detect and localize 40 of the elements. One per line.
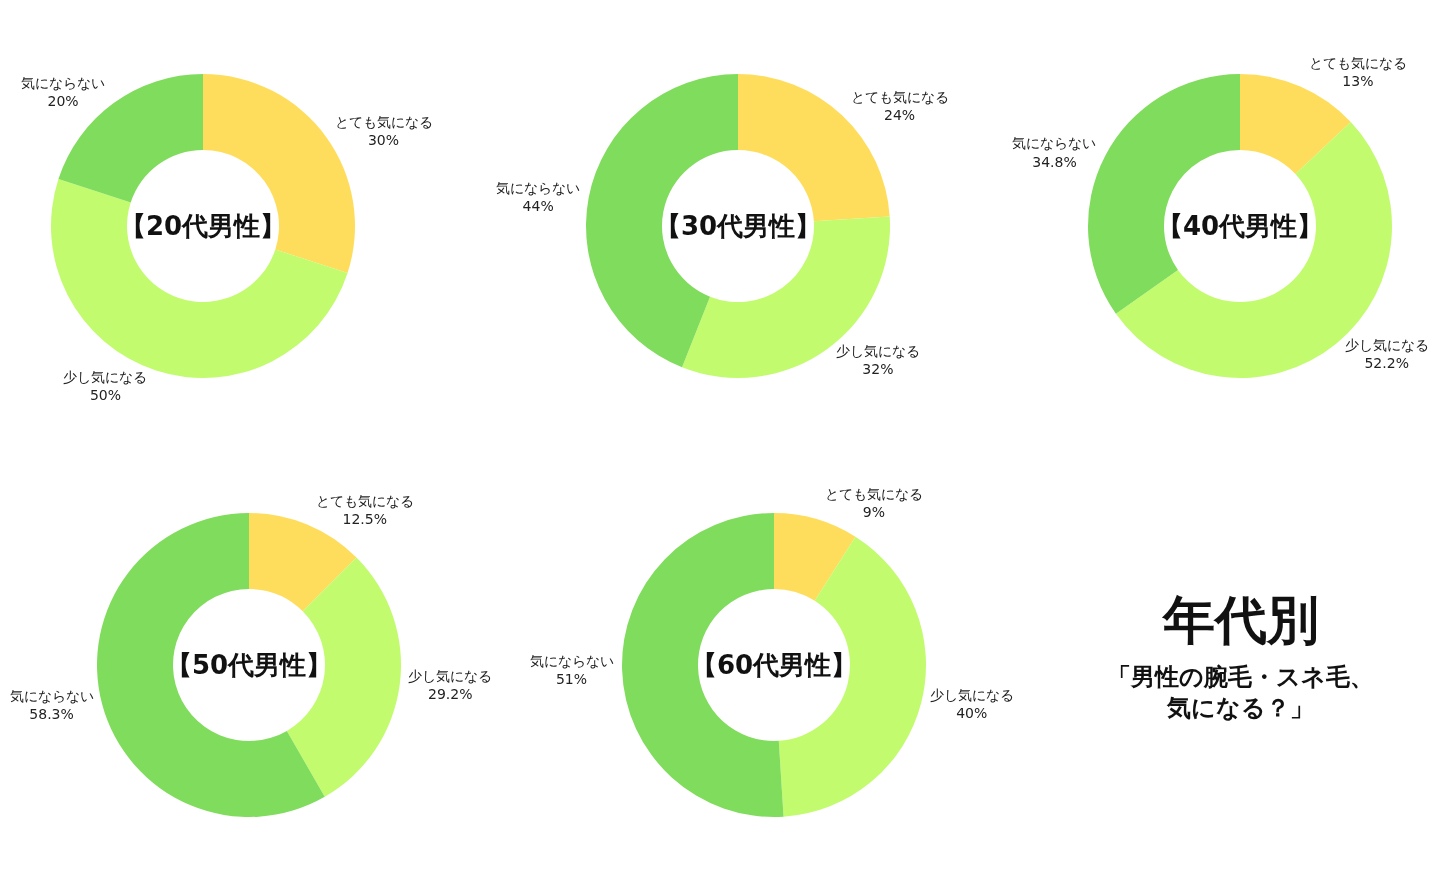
- data-label: 12.5%: [342, 511, 387, 528]
- text: 【40代男性】: [1157, 211, 1324, 241]
- slice-label: 気にならない: [21, 74, 106, 91]
- donut-slice: [774, 513, 856, 601]
- text: 【20代男性】: [120, 211, 287, 241]
- donut-slice: [778, 536, 926, 817]
- data-label: 24%: [884, 107, 916, 124]
- text: 【30代男性】: [655, 211, 822, 241]
- text: 年代別: [1161, 590, 1319, 650]
- slice-label: 少し気になる: [1344, 336, 1429, 353]
- data-label: 29.2%: [427, 686, 473, 703]
- slice-label: とても気になる: [334, 113, 433, 130]
- slice-label: 気にならない: [529, 652, 614, 669]
- data-label: 30%: [367, 131, 400, 148]
- slice-label: 気にならない: [1012, 135, 1097, 152]
- data-label: 40%: [956, 704, 988, 721]
- slice-label: 少し気になる: [63, 368, 148, 385]
- data-label: 13%: [1342, 73, 1374, 90]
- text: 【60代男性】: [691, 650, 858, 680]
- data-label: 9%: [862, 504, 886, 521]
- data-label: 58.3%: [29, 706, 74, 723]
- data-label: 44%: [522, 198, 554, 215]
- slice-label: 少し気になる: [835, 343, 920, 360]
- donut-slice: [97, 513, 325, 817]
- slice-label: 少し気になる: [929, 686, 1014, 703]
- slice-label: とても気になる: [315, 492, 414, 509]
- data-label: 34.8%: [1032, 153, 1077, 170]
- text: 「男性の腕毛・スネ毛、気になる？」: [1107, 663, 1374, 723]
- data-label: 50%: [89, 387, 122, 404]
- data-label: 32%: [862, 361, 894, 378]
- slice-label: 気にならない: [496, 179, 581, 196]
- slice-label: とても気になる: [824, 486, 923, 503]
- slice-label: 少し気になる: [408, 668, 493, 685]
- data-label: 20%: [47, 92, 79, 109]
- slice-label: とても気になる: [850, 89, 949, 106]
- slice-label: とても気になる: [1308, 55, 1407, 71]
- data-label: 51%: [555, 670, 588, 687]
- slice-label: 気にならない: [9, 688, 94, 705]
- text: 【50代男性】: [166, 650, 333, 680]
- data-label: 52.2%: [1364, 355, 1409, 372]
